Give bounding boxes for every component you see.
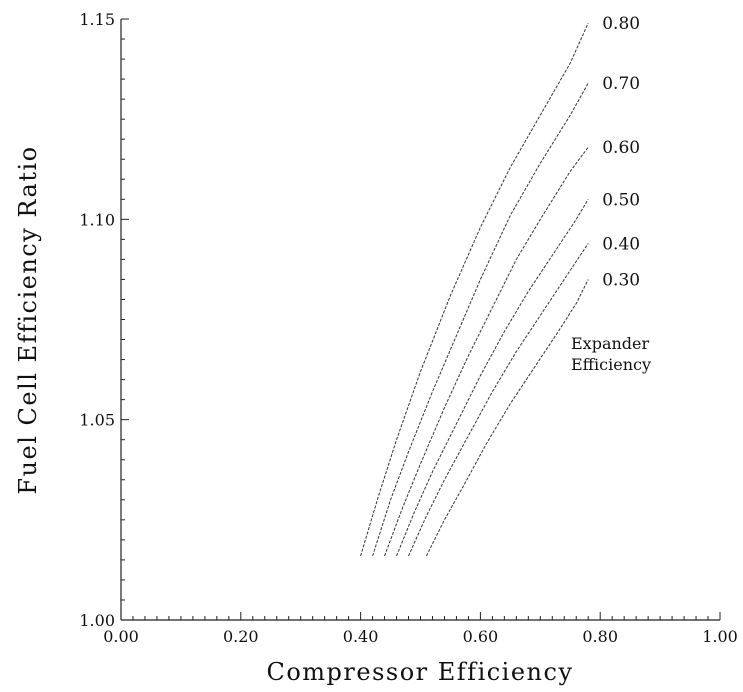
series-label-0.70: 0.70 <box>602 74 640 94</box>
series-line-0.50 <box>396 199 589 557</box>
axis-tick-labels: 0.00 0.20 0.40 0.60 0.80 1.00 1.00 1.05 1.10 1.15 <box>79 10 737 646</box>
x-tick-label: 0.80 <box>582 627 618 646</box>
y-tick-label: 1.05 <box>79 411 115 430</box>
series-label-0.40: 0.40 <box>602 234 640 254</box>
series-line-0.40 <box>408 243 589 557</box>
y-tick-label: 1.10 <box>79 210 115 229</box>
legend-title-line-2: Efficiency <box>571 355 651 374</box>
series-label-0.80: 0.80 <box>602 14 640 34</box>
x-tick-label: 0.20 <box>223 627 259 646</box>
x-tick-label: 0.40 <box>343 627 379 646</box>
x-tick-label: 0.00 <box>103 627 139 646</box>
legend-title-line-1: Expander <box>571 334 650 353</box>
x-tick-label: 0.60 <box>463 627 499 646</box>
y-axis-title: Fuel Cell Efficiency Ratio <box>14 145 42 494</box>
series-line-0.60 <box>384 146 589 557</box>
series-line-0.30 <box>426 279 589 557</box>
series-line-0.70 <box>372 82 589 557</box>
x-tick-label: 1.00 <box>702 627 738 646</box>
series-label-0.60: 0.60 <box>602 138 640 158</box>
x-axis-title: Compressor Efficiency <box>266 658 573 686</box>
series-curves <box>360 22 589 557</box>
series-label-0.50: 0.50 <box>602 190 640 210</box>
series-label-0.30: 0.30 <box>602 270 640 290</box>
axis-ticks <box>120 18 721 621</box>
y-tick-label: 1.00 <box>79 611 115 630</box>
y-tick-label: 1.15 <box>79 10 115 29</box>
series-labels: 0.80 0.70 0.60 0.50 0.40 0.30 <box>602 14 640 290</box>
series-line-0.80 <box>360 22 589 557</box>
plot-area: 0.00 0.20 0.40 0.60 0.80 1.00 1.00 1.05 1.10 1.15… <box>79 10 737 646</box>
